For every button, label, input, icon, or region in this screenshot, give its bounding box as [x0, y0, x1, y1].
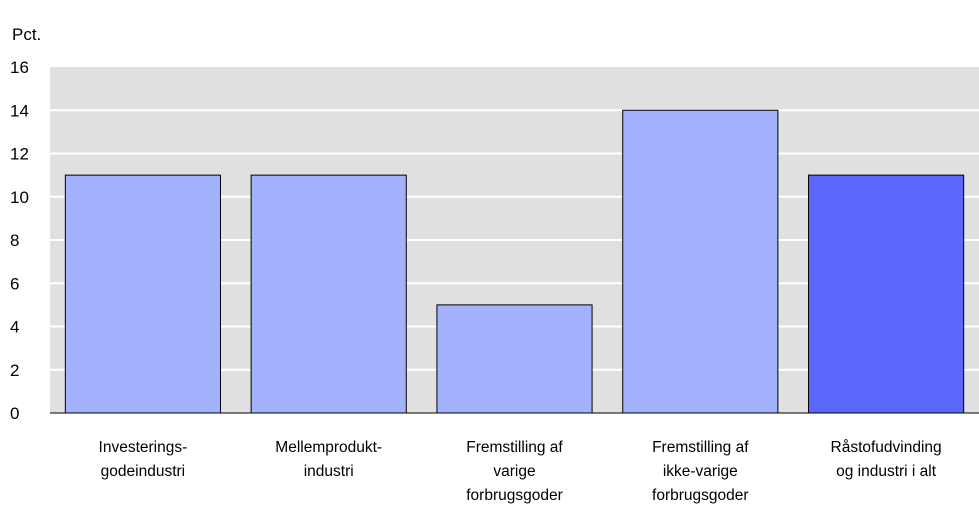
bar [250, 174, 407, 414]
y-tick-label: 8 [10, 231, 19, 250]
category-label: Fremstilling af varige forbrugsgoder [466, 439, 563, 504]
y-axis-unit-label: Pct. [12, 25, 41, 44]
category-label: Mellemprodukt-industri [275, 439, 382, 480]
bar [808, 174, 965, 414]
y-tick-label: 6 [10, 274, 19, 293]
y-tick-label: 10 [10, 188, 29, 207]
bar [436, 304, 593, 414]
category-label: Råstofudvinding og industri i alt [831, 439, 942, 480]
bar [622, 109, 779, 414]
y-tick-label: 4 [10, 318, 19, 337]
category-label: Investerings-godeindustri [99, 439, 188, 480]
y-tick-label: 16 [10, 58, 29, 77]
y-tick-label: 2 [10, 361, 19, 380]
category-labels: Investerings-godeindustri Mellemprodukt-i… [99, 439, 942, 504]
y-tick-label: 14 [10, 101, 29, 120]
category-label: Fremstilling af ikke-varige forbrugsgoder [652, 439, 749, 504]
y-tick-label: 0 [10, 404, 19, 423]
y-tick-label: 12 [10, 145, 29, 164]
y-axis-tick-labels: 0 2 4 6 8 10 12 14 16 [10, 58, 29, 423]
bar [64, 174, 221, 414]
